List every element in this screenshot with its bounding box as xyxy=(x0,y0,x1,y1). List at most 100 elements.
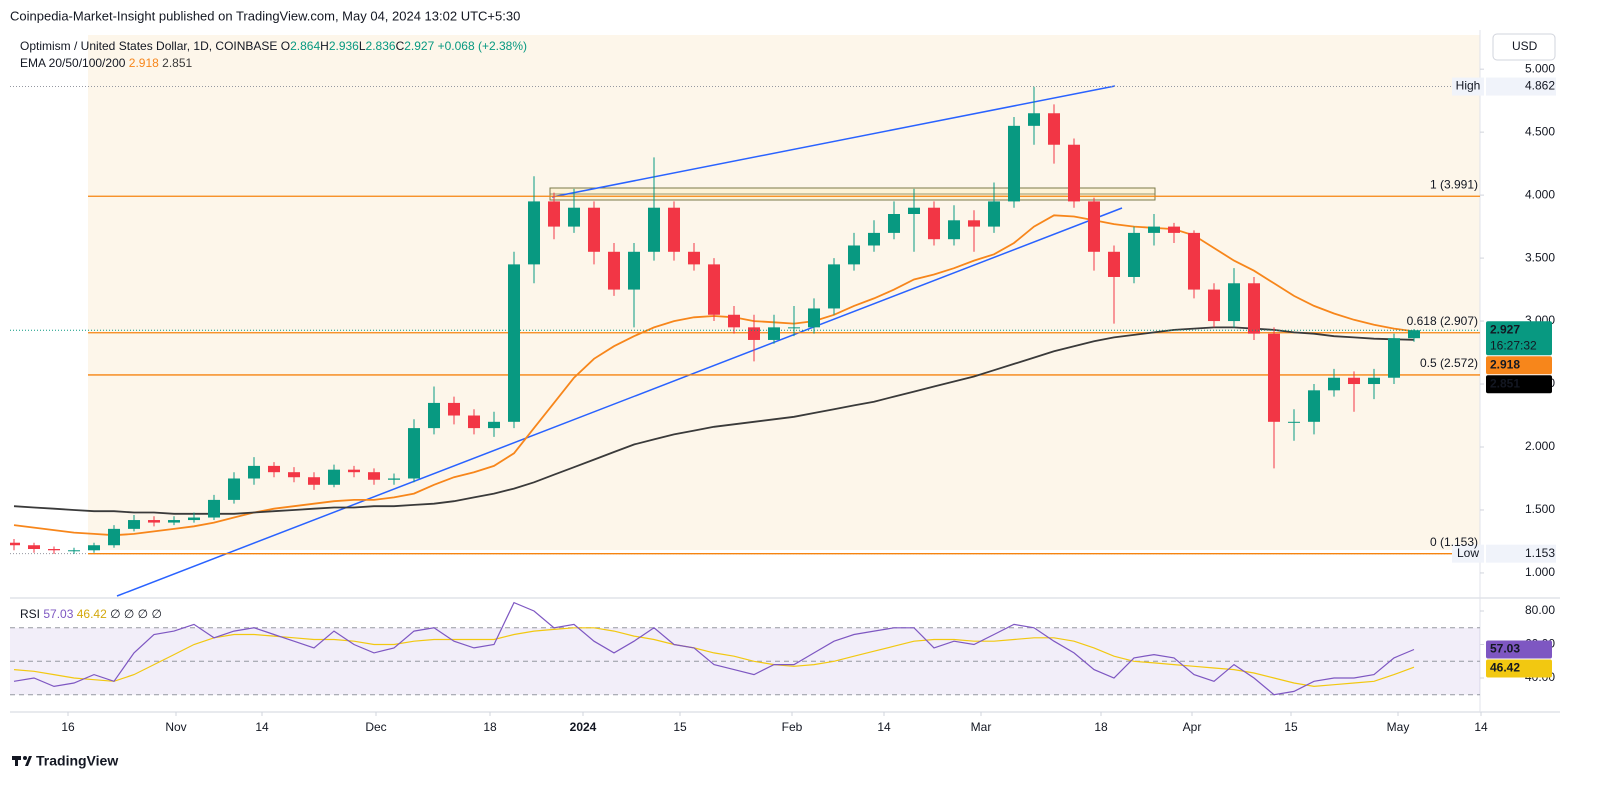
candle-body xyxy=(1128,232,1140,277)
candle-body xyxy=(768,327,780,340)
trend-line-upper xyxy=(551,85,1116,198)
candle-body xyxy=(10,542,20,546)
price-tag xyxy=(1486,356,1552,375)
candle-body xyxy=(528,201,540,265)
ohlc-value: 2.927 xyxy=(404,39,434,53)
candle-body xyxy=(548,201,560,227)
x-tick-label: 15 xyxy=(673,720,687,734)
x-tick-label: 14 xyxy=(877,720,891,734)
candle-body xyxy=(608,251,620,290)
candle-body xyxy=(968,220,980,227)
fib-label: 1 (3.991) xyxy=(1430,177,1478,191)
candle-body xyxy=(348,469,360,473)
footer-logo xyxy=(12,756,32,766)
range-label-box xyxy=(1452,544,1484,563)
currency-label[interactable]: USD xyxy=(1512,39,1538,53)
candle-body xyxy=(268,465,280,473)
candle-body xyxy=(628,251,640,290)
logo-part xyxy=(15,756,18,766)
trend-line-lower xyxy=(116,207,1123,597)
rsi-legend: RSI 57.03 46.42 ∅ ∅ ∅ ∅ xyxy=(20,607,162,621)
candle-body xyxy=(708,264,720,315)
candle-body xyxy=(728,314,740,328)
rsi-line xyxy=(13,601,1415,696)
rsi-tag-value: 46.42 xyxy=(1490,661,1520,675)
y-tick-label: 3.500 xyxy=(1525,250,1555,264)
candle-body xyxy=(1048,113,1060,145)
rsi-value: 57.03 xyxy=(43,607,73,621)
candle-body xyxy=(828,264,840,309)
y-tick-label: 5.000 xyxy=(1525,61,1555,75)
candle-body xyxy=(848,245,860,265)
range-value: 1.153 xyxy=(1525,546,1555,560)
y-tick-label: 2.000 xyxy=(1525,439,1555,453)
candle-body xyxy=(1268,333,1280,422)
candle-body xyxy=(688,251,700,265)
candle-body xyxy=(1348,377,1360,385)
x-tick-label: 2024 xyxy=(570,720,597,734)
candle-body xyxy=(408,428,420,479)
candle-body xyxy=(1388,338,1400,378)
y-tick-label: 1.000 xyxy=(1525,565,1555,579)
candle-body xyxy=(668,207,680,252)
candle-body xyxy=(188,517,200,521)
rsi-background xyxy=(10,600,1480,712)
y-tick-label: 1.500 xyxy=(1525,502,1555,516)
range-label: Low xyxy=(1457,546,1479,560)
candle-body xyxy=(28,545,40,550)
price-tag-countdown: 16:27:32 xyxy=(1490,338,1537,352)
rsi-tag xyxy=(1486,659,1552,678)
candle-body xyxy=(228,478,240,500)
candle-body xyxy=(588,207,600,252)
fib-label: 0.618 (2.907) xyxy=(1407,314,1478,328)
rsi-name: RSI xyxy=(20,607,40,621)
x-tick-label: 18 xyxy=(483,720,497,734)
candle-body xyxy=(128,520,140,529)
range-label: High xyxy=(1456,79,1481,93)
indicator-name: EMA 20/50/100/200 xyxy=(20,56,126,70)
candle-body xyxy=(568,207,580,227)
range-value-box xyxy=(1486,544,1556,563)
x-tick-label: May xyxy=(1387,720,1410,734)
candle-body xyxy=(1188,232,1200,290)
footer-brand: TradingView xyxy=(36,753,118,769)
x-tick-label: 14 xyxy=(255,720,269,734)
ohlc: O2.864H2.936L2.836C2.927 xyxy=(281,39,435,53)
candle-body xyxy=(68,550,80,552)
rsi-ma-value: 46.42 xyxy=(77,607,107,621)
plot-area xyxy=(10,85,1480,597)
ohlc-label: C xyxy=(396,39,405,53)
candle-body xyxy=(928,207,940,240)
candle-body xyxy=(1168,226,1180,233)
range-value: 4.862 xyxy=(1525,79,1555,93)
candle-body xyxy=(288,472,300,478)
candle-body xyxy=(908,207,920,215)
indicator-row: EMA 20/50/100/200 2.918 2.851 xyxy=(20,56,192,70)
ema-line xyxy=(13,326,1415,515)
ohlc-label: H xyxy=(320,39,329,53)
candle-body xyxy=(648,207,660,252)
price-tag-value: 2.851 xyxy=(1490,376,1520,390)
candle-body xyxy=(988,201,1000,227)
y-tick-label: 4.500 xyxy=(1525,124,1555,138)
currency-button[interactable] xyxy=(1492,33,1556,61)
x-tick-label: 16 xyxy=(61,720,75,734)
candle-body xyxy=(808,308,820,328)
candle-body xyxy=(1008,125,1020,202)
y-tick-label: 4.000 xyxy=(1525,187,1555,201)
x-tick-label: 15 xyxy=(1284,720,1298,734)
x-tick-label: Nov xyxy=(165,720,186,734)
candle-body xyxy=(1148,226,1160,233)
candle-body xyxy=(1228,283,1240,322)
candle-body xyxy=(48,549,60,551)
ohlc-label: O xyxy=(281,39,290,53)
candle-body xyxy=(1028,113,1040,126)
price-tag xyxy=(1486,321,1552,356)
candle-body xyxy=(328,469,340,485)
rsi-y-tick-label: 80.00 xyxy=(1525,603,1555,617)
candle-body xyxy=(1368,377,1380,385)
candle-body xyxy=(208,499,220,518)
candle-body xyxy=(88,545,100,551)
